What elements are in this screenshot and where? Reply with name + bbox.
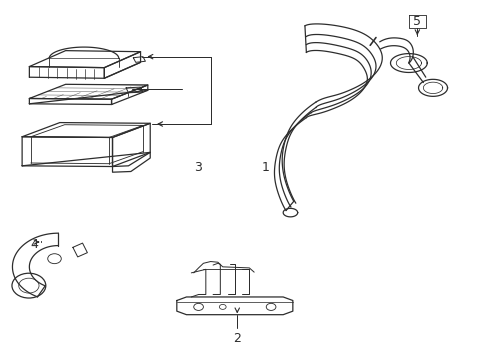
Text: 4: 4 <box>30 238 38 251</box>
Text: 2: 2 <box>233 332 241 345</box>
Text: 5: 5 <box>412 15 421 28</box>
Text: 1: 1 <box>261 161 269 174</box>
Text: 3: 3 <box>193 161 201 174</box>
